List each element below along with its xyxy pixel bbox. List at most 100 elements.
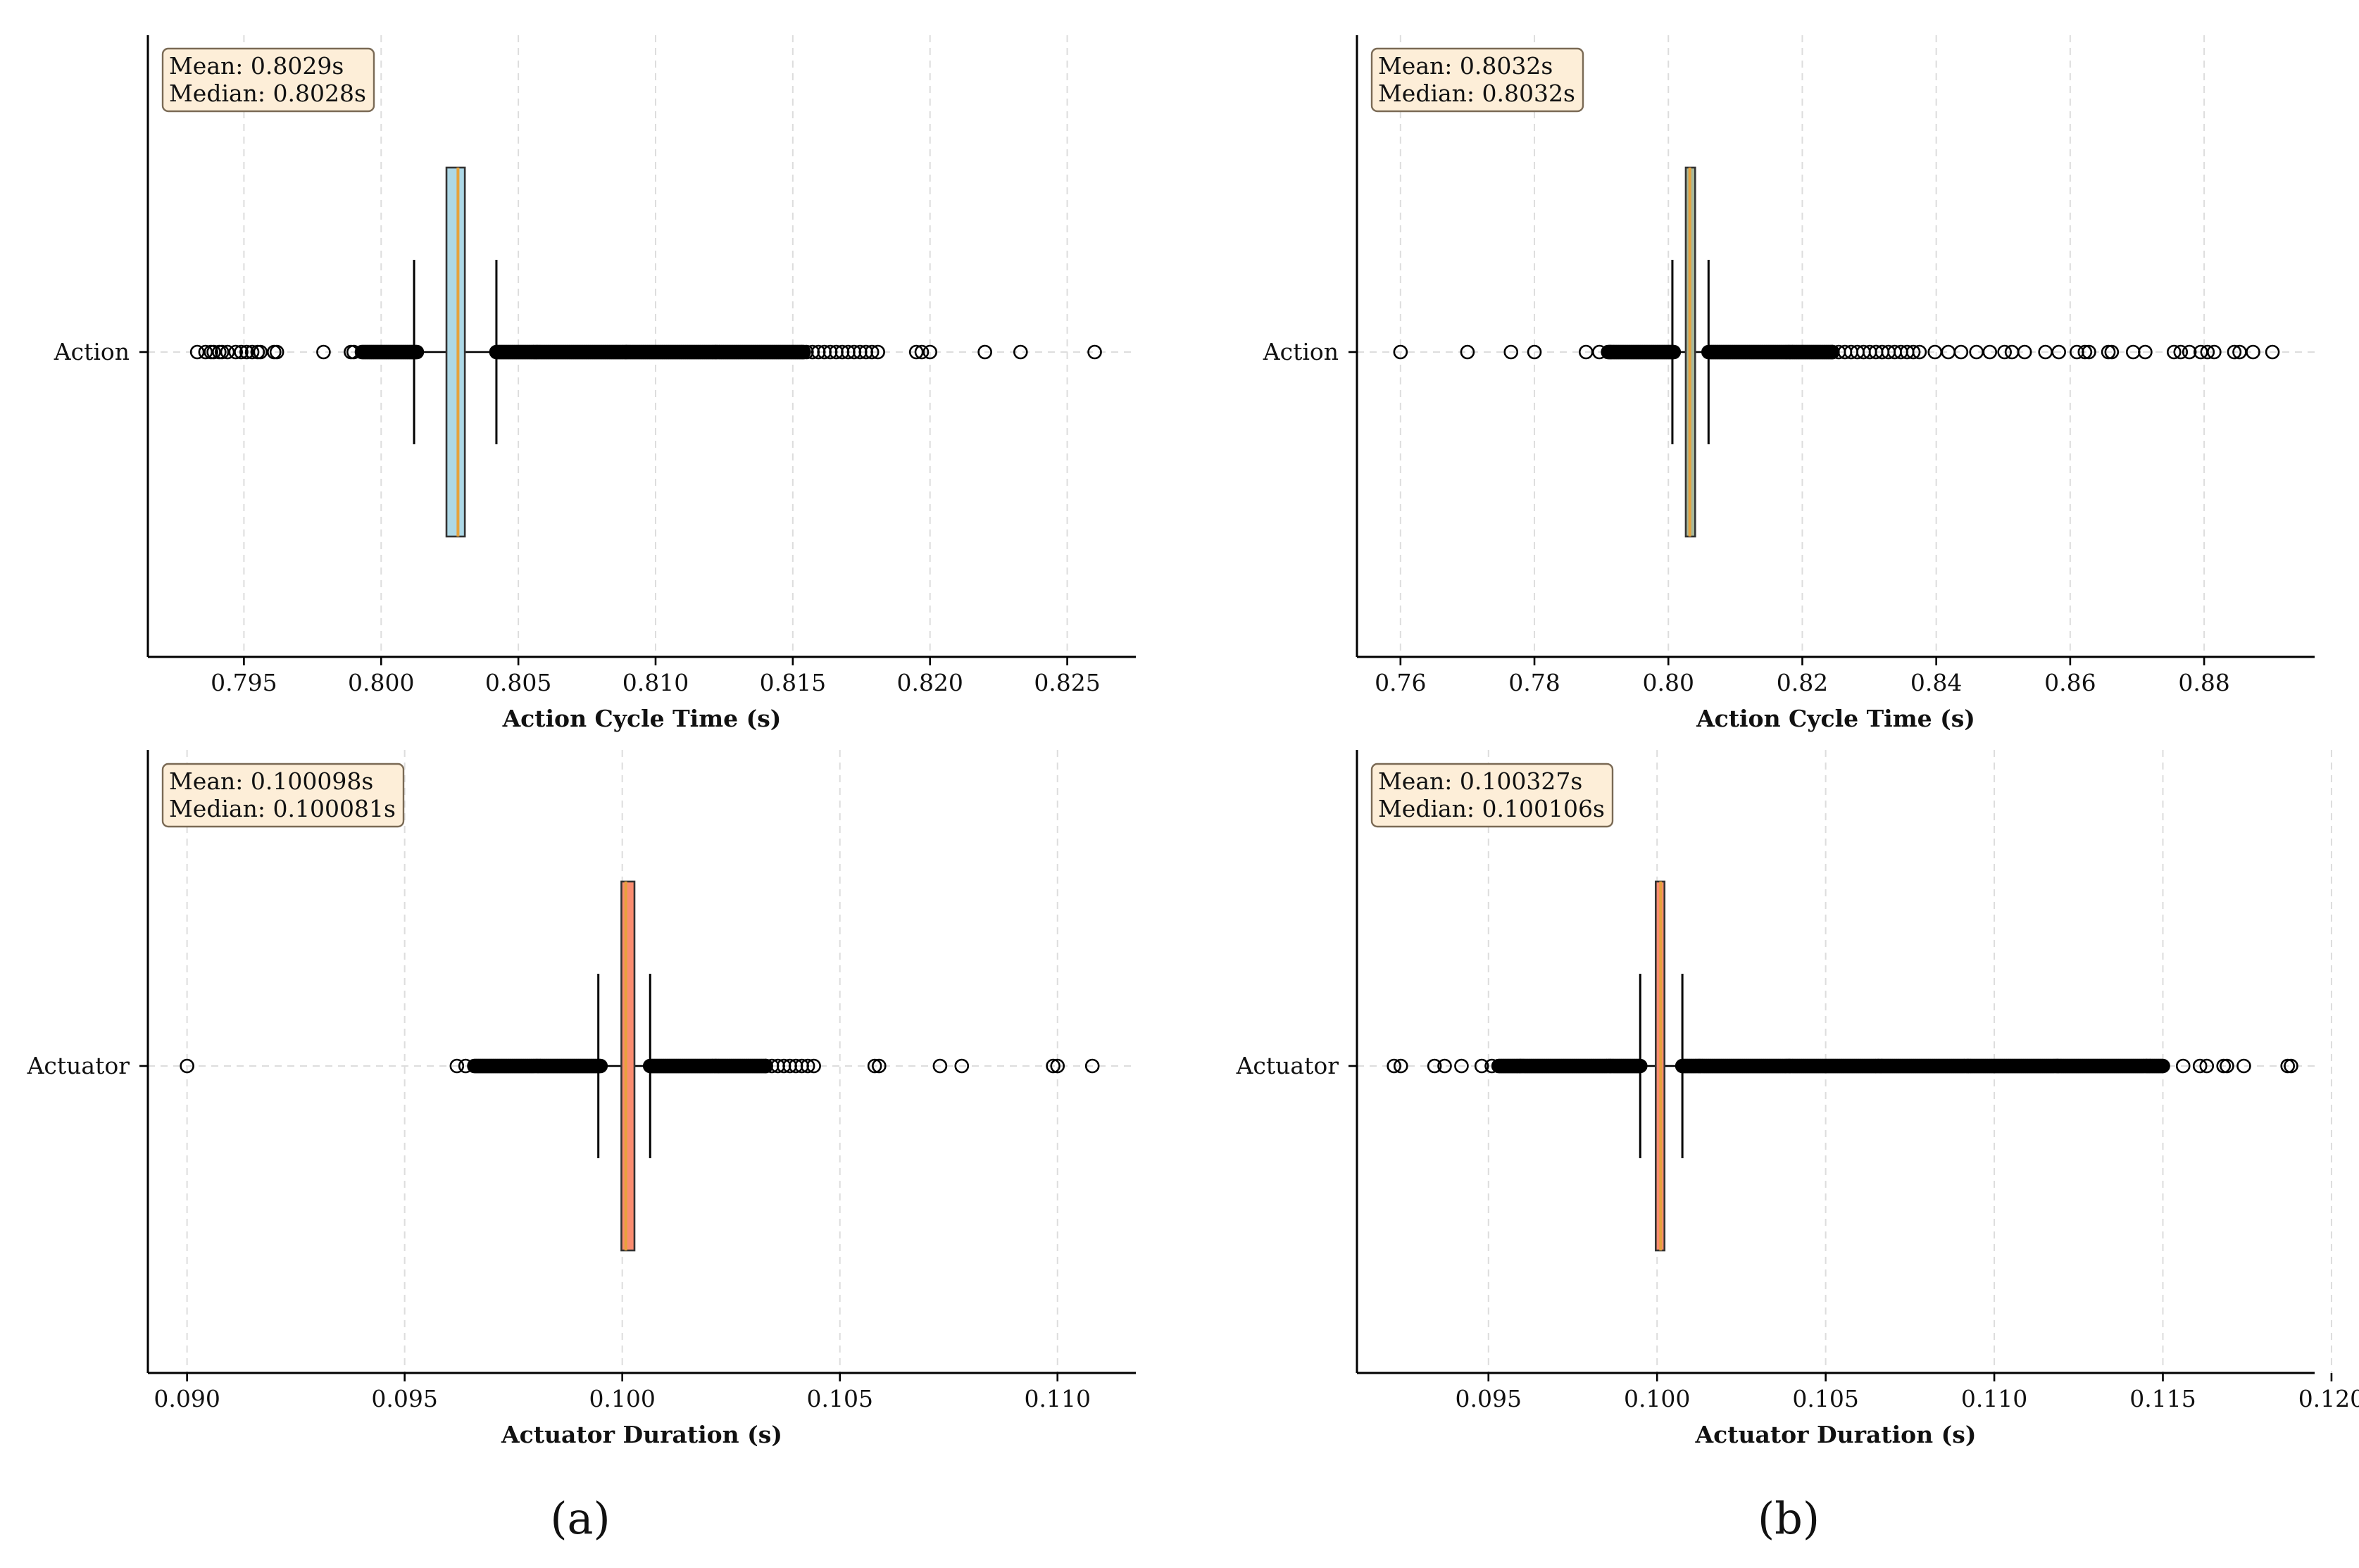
outlier-point xyxy=(1046,1058,1060,1074)
outlier-point xyxy=(2192,1058,2208,1074)
x-tick-label: 0.090 xyxy=(154,1385,220,1412)
outlier-point xyxy=(2182,344,2197,360)
x-tick-label: 0.825 xyxy=(1034,669,1100,696)
outlier-point xyxy=(2166,344,2182,360)
outlier-point xyxy=(2175,1058,2191,1074)
category-label: Action xyxy=(54,338,130,365)
stats-box xyxy=(1370,763,1614,828)
outlier-point xyxy=(449,1058,465,1074)
outlier-point xyxy=(2104,344,2120,360)
outlier-point xyxy=(1591,344,1607,360)
outlier-point xyxy=(2082,344,2096,360)
stats-box xyxy=(1370,47,1584,113)
outlier-point xyxy=(234,344,249,360)
x-tick-label: 0.810 xyxy=(622,669,689,696)
panel-label-a: (a) xyxy=(550,1493,610,1544)
outlier-point xyxy=(1437,1058,1452,1074)
outlier-point xyxy=(1906,344,1921,360)
stats-median-text: Median: 0.100081s xyxy=(169,795,396,822)
outlier-point xyxy=(872,1058,887,1074)
outlier-point xyxy=(1527,344,1542,360)
x-tick-label: 0.88 xyxy=(2178,669,2229,696)
stats-median-text: Median: 0.100106s xyxy=(1378,795,1605,822)
outlier-point xyxy=(214,344,230,360)
subplot-a-actuator: 0.090 0.095 0.100 0.105 0.110 Actuator Actuato… xyxy=(27,750,1136,1448)
outlier-point xyxy=(189,344,205,360)
outlier-point xyxy=(1484,1058,1499,1074)
outlier-point xyxy=(316,344,331,360)
outlier-point xyxy=(1084,1058,1100,1074)
x-axis-title: Actuator Duration (s) xyxy=(501,1421,782,1448)
outlier-point xyxy=(1087,344,1102,360)
outlier-point xyxy=(867,1058,882,1074)
outlier-point xyxy=(1503,344,1519,360)
iqr-box xyxy=(445,166,466,538)
x-tick-label: 0.820 xyxy=(896,669,963,696)
outlier-point xyxy=(1050,1058,1065,1074)
outlier-point xyxy=(458,1058,473,1074)
outlier-point xyxy=(1393,344,1408,360)
outlier-point xyxy=(206,344,221,360)
outlier-point xyxy=(239,344,254,360)
outlier-point xyxy=(180,1058,194,1074)
outlier-point xyxy=(2051,344,2066,360)
stats-mean-text: Mean: 0.100098s xyxy=(169,767,373,795)
x-tick-label: 0.84 xyxy=(1910,669,1962,696)
outlier-point xyxy=(870,344,885,360)
outlier-point xyxy=(2077,344,2093,360)
outlier-point xyxy=(932,1058,948,1074)
x-tick-label: 0.110 xyxy=(1025,1385,1091,1412)
x-tick-label: 0.800 xyxy=(348,669,414,696)
stats-mean-text: Mean: 0.8029s xyxy=(169,52,344,80)
stats-mean-text: Mean: 0.8032s xyxy=(1378,52,1553,80)
outlier-point xyxy=(1013,344,1028,360)
outlier-point xyxy=(954,1058,970,1074)
outlier-point xyxy=(2138,344,2153,360)
outlier-point xyxy=(253,344,268,360)
outlier-point xyxy=(220,344,235,360)
outlier-point xyxy=(1912,344,1927,360)
outlier-point xyxy=(2017,344,2032,360)
x-tick-label: 0.110 xyxy=(1961,1385,2027,1412)
x-tick-label: 0.86 xyxy=(2044,669,2096,696)
outlier-point xyxy=(914,344,930,360)
x-tick-label: 0.095 xyxy=(371,1385,437,1412)
outlier-point xyxy=(922,344,938,360)
outlier-point xyxy=(806,1058,821,1074)
outlier-point xyxy=(2284,1058,2298,1074)
outlier-point xyxy=(2227,344,2242,360)
outlier-point xyxy=(1474,1058,1489,1074)
x-tick-label: 0.105 xyxy=(806,1385,872,1412)
outlier-point xyxy=(1393,1058,1408,1074)
x-tick-label: 0.095 xyxy=(1456,1385,1522,1412)
outlier-point xyxy=(1454,1058,1469,1074)
stats-median-text: Median: 0.8032s xyxy=(1378,80,1575,107)
outlier-point xyxy=(864,344,880,360)
outlier-point xyxy=(2199,1058,2215,1074)
stats-box xyxy=(161,763,405,828)
subplot-a-action: 0.795 0.800 0.805 0.810 0.815 0.820 0.825 Actio… xyxy=(54,35,1136,732)
outlier-point xyxy=(2207,344,2222,360)
outlier-point xyxy=(198,344,213,360)
outlier-point xyxy=(1460,344,1475,360)
outlier-point xyxy=(2173,344,2189,360)
iqr-box xyxy=(620,880,636,1252)
x-tick-label: 0.815 xyxy=(760,669,826,696)
stats-box xyxy=(161,47,375,113)
x-tick-label: 0.76 xyxy=(1375,669,1426,696)
outlier-point xyxy=(2155,1058,2170,1074)
category-label: Action xyxy=(1263,338,1339,365)
outlier-point xyxy=(346,344,361,360)
stats-mean-text: Mean: 0.100327s xyxy=(1378,767,1582,795)
outlier-point xyxy=(2246,344,2260,360)
outlier-point xyxy=(244,344,260,360)
outlier-point xyxy=(1427,1058,1442,1074)
x-tick-label: 0.100 xyxy=(1624,1385,1690,1412)
subplot-b-actuator: 0.095 0.100 0.105 0.110 0.115 0.120 Actuator Ac… xyxy=(1236,750,2359,1448)
x-axis-title: Actuator Duration (s) xyxy=(1695,1421,1977,1448)
outlier-point xyxy=(1997,344,2012,360)
outlier-point xyxy=(2200,344,2215,360)
outlier-point xyxy=(977,344,992,360)
outlier-point xyxy=(228,344,244,360)
